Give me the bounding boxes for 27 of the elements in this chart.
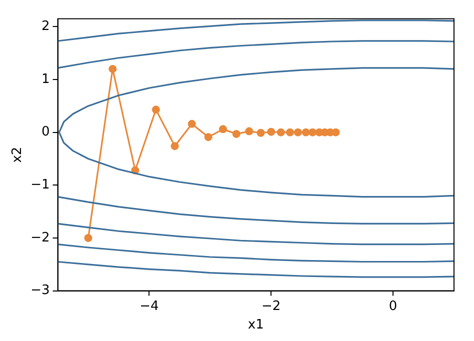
point xyxy=(294,128,302,136)
y-tick-label: −3 xyxy=(30,283,50,298)
y-tick-label: 1 xyxy=(41,72,50,87)
point xyxy=(276,128,285,136)
x-tick-label: −2 xyxy=(262,298,281,314)
point xyxy=(308,128,317,136)
x-tick-label: −4 xyxy=(140,298,159,314)
point xyxy=(84,234,92,242)
point xyxy=(188,120,196,128)
x-tick-label: 0 xyxy=(388,298,398,314)
y-tick-label: 2 xyxy=(41,19,50,34)
point xyxy=(204,133,212,142)
point xyxy=(267,128,276,136)
point xyxy=(108,64,117,73)
point xyxy=(302,128,310,136)
y-tick-label: −1 xyxy=(30,178,50,193)
point xyxy=(232,130,240,138)
point xyxy=(245,127,254,136)
point xyxy=(170,142,179,150)
y-tick-label: −2 xyxy=(30,230,50,246)
x-axis-title: x1 xyxy=(248,318,264,333)
point xyxy=(286,128,294,136)
point xyxy=(152,106,160,114)
y-tick-label: 0 xyxy=(41,124,50,140)
y-axis-title: x2 xyxy=(10,146,26,163)
point xyxy=(256,128,265,137)
point xyxy=(218,125,227,134)
